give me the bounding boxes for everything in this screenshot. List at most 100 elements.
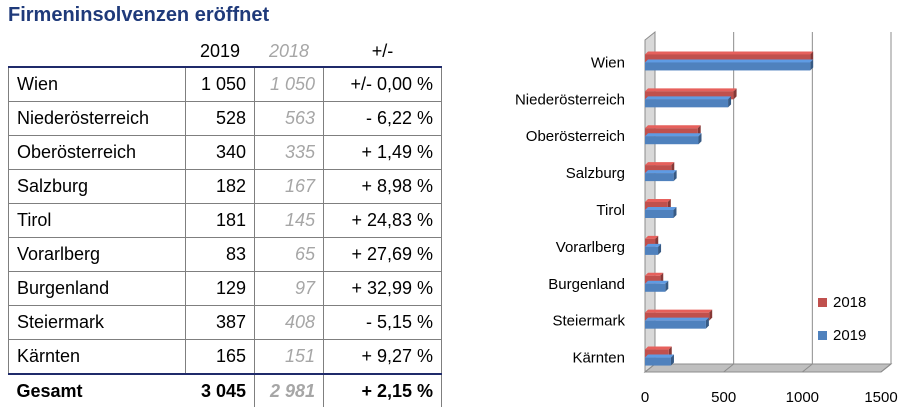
floor-gridline xyxy=(802,363,813,373)
value-2018: 335 xyxy=(254,135,324,170)
table-row: Wien 1 050 1 050 +/- 0,00 % xyxy=(8,66,442,102)
region-name: Kärnten xyxy=(8,339,186,375)
bar-top-2018 xyxy=(645,235,659,239)
x-tick-label: 0 xyxy=(641,389,649,406)
bar-chart: Wien Niederösterreich Oberösterreich Salzbu… xyxy=(515,30,898,406)
bar-end-2019 xyxy=(658,243,662,255)
insolvency-table: 2019 2018 +/- Wien 1 050 1 050 +/- 0,00 % Ni… xyxy=(8,36,442,407)
value-2018: 97 xyxy=(254,271,324,306)
table-row: Tirol 181 145 + 24,83 % xyxy=(8,203,442,238)
value-2019: 387 xyxy=(185,305,255,340)
region-name: Vorarlberg xyxy=(8,237,186,272)
value-2019: 1 050 xyxy=(185,66,255,102)
region-name: Wien xyxy=(8,66,186,102)
bar-2019 xyxy=(645,173,674,182)
floor-gridline xyxy=(880,363,892,373)
header-2018: 2018 xyxy=(268,40,310,61)
bar-top-2018 xyxy=(645,272,664,276)
category-label: Salzburg xyxy=(566,165,625,182)
header-2019: 2019 xyxy=(199,40,241,61)
bar-2019 xyxy=(645,246,659,255)
category-label: Steiermark xyxy=(552,313,625,330)
total-label: Gesamt xyxy=(8,373,186,407)
bar-end-2019 xyxy=(810,59,814,71)
region-name: Tirol xyxy=(8,203,186,238)
value-2019: 129 xyxy=(185,271,255,306)
table-row: Burgenland 129 97 + 32,99 % xyxy=(8,271,442,306)
bar-top-2018 xyxy=(645,162,675,166)
bar-end-2018 xyxy=(733,88,737,100)
bar-top-2019 xyxy=(645,170,677,174)
legend-label-2018: 2018 xyxy=(833,294,866,311)
bar-top-2019 xyxy=(645,354,674,358)
bar-top-2019 xyxy=(645,317,709,321)
change-percent: +/- 0,00 % xyxy=(323,66,442,102)
category-label: Kärnten xyxy=(572,350,625,367)
change-percent: + 27,69 % xyxy=(323,237,442,272)
bar-top-2018 xyxy=(645,309,713,313)
value-2018: 65 xyxy=(254,237,324,272)
value-2019: 181 xyxy=(185,203,255,238)
x-tick-label: 1500 xyxy=(864,389,897,406)
floor-gridline xyxy=(723,363,734,373)
bar-2018 xyxy=(645,349,669,358)
bar-end-2019 xyxy=(698,133,702,145)
table-row: Niederösterreich 528 563- 6,22 % xyxy=(8,101,442,136)
bar-2019 xyxy=(645,99,729,108)
legend-label-2019: 2019 xyxy=(833,327,866,344)
bar-2018 xyxy=(645,91,734,100)
region-name: Niederösterreich xyxy=(8,101,186,136)
change-percent: + 32,99 % xyxy=(323,271,442,306)
category-label: Niederösterreich xyxy=(515,91,625,108)
x-tick-label: 500 xyxy=(711,389,736,406)
table-row: Salzburg 182 167 + 8,98 % xyxy=(8,169,442,204)
table-total-row: Gesamt 3 045 2 981 + 2,15 % xyxy=(8,373,442,407)
change-percent: + 24,83 % xyxy=(323,203,442,238)
bar-2018 xyxy=(645,128,698,137)
change-percent: + 1,49 % xyxy=(323,135,442,170)
bar-2019 xyxy=(645,357,671,366)
bar-end-2019 xyxy=(670,354,674,366)
bar-top-2018 xyxy=(645,346,672,350)
total-2018: 2 981 xyxy=(254,373,324,407)
category-label: Vorarlberg xyxy=(556,239,625,256)
category-label: Wien xyxy=(591,54,625,71)
bar-2018 xyxy=(645,238,656,247)
bar-2019 xyxy=(645,210,674,218)
bar-top-2019 xyxy=(645,280,669,284)
table-row: Steiermark 387 408- 5,15 % xyxy=(8,305,442,340)
value-2019: 165 xyxy=(185,339,255,375)
x-tick-label: 1000 xyxy=(786,389,819,406)
category-label: Burgenland xyxy=(548,276,625,293)
bar-top-2018 xyxy=(645,125,701,129)
bar-2018 xyxy=(645,54,811,63)
bar-end-2019 xyxy=(673,170,677,182)
bar-top-2018 xyxy=(645,199,671,202)
table-row: Oberösterreich 340 335 + 1,49 % xyxy=(8,135,442,170)
bar-end-2019 xyxy=(705,317,709,329)
change-percent: - 6,22 % xyxy=(323,101,442,136)
value-2019: 83 xyxy=(185,237,255,272)
total-diff: + 2,15 % xyxy=(323,373,442,407)
bar-2019 xyxy=(645,136,699,145)
value-2018: 408 xyxy=(254,305,324,340)
value-2018: 167 xyxy=(254,169,324,204)
category-label: Tirol xyxy=(596,202,625,219)
bar-2019 xyxy=(645,62,811,71)
chart-floor xyxy=(643,363,893,373)
value-2018: 563 xyxy=(254,101,324,136)
bar-top-2018 xyxy=(645,51,814,55)
region-name: Salzburg xyxy=(8,169,186,204)
table-row: Kärnten 165 151 + 9,27 % xyxy=(8,339,442,375)
bar-2019 xyxy=(645,320,706,329)
legend-swatch-2019 xyxy=(818,331,827,340)
change-percent: + 9,27 % xyxy=(323,339,442,375)
bar-2018 xyxy=(645,202,668,210)
region-name: Steiermark xyxy=(8,305,186,340)
value-2018: 1 050 xyxy=(254,66,324,102)
bar-top-2019 xyxy=(645,59,814,63)
bar-2018 xyxy=(645,312,710,321)
value-2018: 145 xyxy=(254,203,324,238)
bar-top-2019 xyxy=(645,207,677,210)
bar-end-2018 xyxy=(709,309,713,321)
